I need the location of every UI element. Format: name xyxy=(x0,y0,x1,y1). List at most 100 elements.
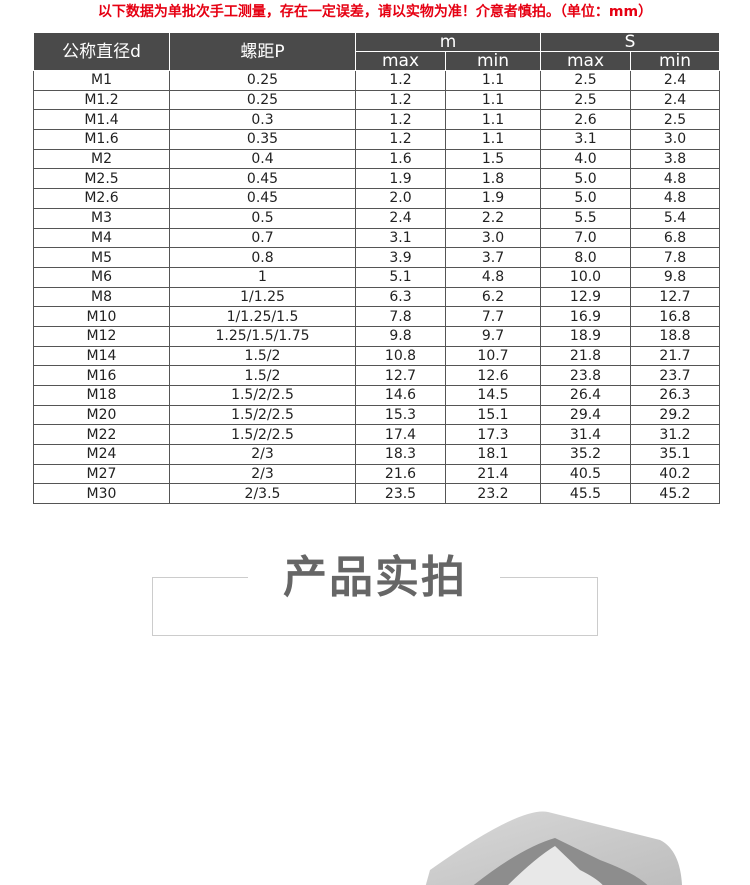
cell-m-max: 14.6 xyxy=(355,385,446,406)
cell-m-max: 1.9 xyxy=(355,168,446,190)
cell-s-min: 3.8 xyxy=(629,148,721,170)
cell-nominal-diameter: M12 xyxy=(33,325,170,347)
table-row: M2 0.4 1.6 1.5 4.0 3.8 xyxy=(33,148,721,170)
table-row: M4 0.7 3.1 3.0 7.0 6.8 xyxy=(33,227,721,249)
cell-m-max: 18.3 xyxy=(355,444,446,465)
cell-pitch: 1.5/2/2.5 xyxy=(169,424,356,446)
cell-m-max: 2.0 xyxy=(355,188,446,209)
cell-m-max: 7.8 xyxy=(355,306,446,327)
cell-m-max: 1.2 xyxy=(355,129,446,150)
cell-s-max: 40.5 xyxy=(540,463,631,485)
cell-nominal-diameter: M22 xyxy=(33,424,170,446)
cell-s-min: 31.2 xyxy=(629,424,721,446)
cell-m-max: 1.2 xyxy=(355,70,446,91)
table-row: M20 1.5/2/2.5 15.3 15.1 29.4 29.2 xyxy=(33,404,721,426)
cell-m-min: 21.4 xyxy=(445,463,541,485)
cell-nominal-diameter: M1.4 xyxy=(33,109,170,131)
cell-pitch: 1.5/2 xyxy=(169,365,356,386)
cell-pitch: 0.45 xyxy=(169,168,356,190)
cell-m-min: 1.8 xyxy=(445,168,541,190)
cell-s-min: 45.2 xyxy=(629,483,721,505)
table-row: M3 0.5 2.4 2.2 5.5 5.4 xyxy=(33,207,721,229)
cell-m-max: 10.8 xyxy=(355,345,446,367)
cell-s-min: 5.4 xyxy=(629,207,721,229)
cell-s-min: 18.8 xyxy=(629,325,721,347)
cell-s-max: 3.1 xyxy=(540,129,631,150)
cell-nominal-diameter: M1.2 xyxy=(33,89,170,111)
header-m-min: min xyxy=(445,51,541,71)
table-row: M8 1/1.25 6.3 6.2 12.9 12.7 xyxy=(33,286,721,308)
cell-pitch: 0.25 xyxy=(169,89,356,111)
cell-s-min: 26.3 xyxy=(629,385,721,406)
cell-s-max: 31.4 xyxy=(540,424,631,446)
table-row: M12 1.25/1.5/1.75 9.8 9.7 18.9 18.8 xyxy=(33,325,721,347)
cell-m-max: 1.2 xyxy=(355,109,446,131)
cell-m-min: 12.6 xyxy=(445,365,541,386)
cell-nominal-diameter: M6 xyxy=(33,266,170,288)
cell-nominal-diameter: M4 xyxy=(33,227,170,249)
cell-s-min: 29.2 xyxy=(629,404,721,426)
cell-nominal-diameter: M8 xyxy=(33,286,170,308)
cell-m-max: 21.6 xyxy=(355,463,446,485)
cell-s-max: 10.0 xyxy=(540,266,631,288)
cell-s-max: 8.0 xyxy=(540,247,631,268)
cell-nominal-diameter: M20 xyxy=(33,404,170,426)
cell-m-max: 3.1 xyxy=(355,227,446,249)
cell-nominal-diameter: M27 xyxy=(33,463,170,485)
cell-m-max: 23.5 xyxy=(355,483,446,505)
divider-left xyxy=(152,577,248,578)
cell-m-max: 9.8 xyxy=(355,325,446,347)
cell-m-min: 15.1 xyxy=(445,404,541,426)
cell-m-max: 6.3 xyxy=(355,286,446,308)
cell-s-min: 3.0 xyxy=(629,129,721,150)
cell-s-min: 2.4 xyxy=(629,89,721,111)
header-m-max: max xyxy=(355,51,446,71)
cell-pitch: 1 xyxy=(169,266,356,288)
cell-m-min: 6.2 xyxy=(445,286,541,308)
cell-s-max: 2.5 xyxy=(540,89,631,111)
cell-s-max: 26.4 xyxy=(540,385,631,406)
cell-m-min: 3.7 xyxy=(445,247,541,268)
cell-m-min: 2.2 xyxy=(445,207,541,229)
cell-pitch: 1.5/2/2.5 xyxy=(169,404,356,426)
table-row: M1 0.25 1.2 1.1 2.5 2.4 xyxy=(33,70,721,91)
table-row: M22 1.5/2/2.5 17.4 17.3 31.4 31.2 xyxy=(33,424,721,446)
cell-nominal-diameter: M2 xyxy=(33,148,170,170)
divider-right xyxy=(500,577,597,578)
cell-pitch: 2/3 xyxy=(169,444,356,465)
cell-s-max: 16.9 xyxy=(540,306,631,327)
cell-nominal-diameter: M14 xyxy=(33,345,170,367)
cell-m-min: 9.7 xyxy=(445,325,541,347)
cell-pitch: 0.8 xyxy=(169,247,356,268)
cell-pitch: 0.35 xyxy=(169,129,356,150)
cell-m-min: 3.0 xyxy=(445,227,541,249)
cell-pitch: 0.4 xyxy=(169,148,356,170)
table-row: M30 2/3.5 23.5 23.2 45.5 45.2 xyxy=(33,483,721,505)
cell-m-min: 14.5 xyxy=(445,385,541,406)
cell-m-min: 17.3 xyxy=(445,424,541,446)
cell-s-min: 21.7 xyxy=(629,345,721,367)
cell-m-min: 23.2 xyxy=(445,483,541,505)
table-row: M2.6 0.45 2.0 1.9 5.0 4.8 xyxy=(33,188,721,209)
cell-pitch: 1.5/2 xyxy=(169,345,356,367)
cell-s-min: 9.8 xyxy=(629,266,721,288)
cell-m-min: 1.5 xyxy=(445,148,541,170)
cell-m-min: 1.1 xyxy=(445,129,541,150)
cell-s-max: 21.8 xyxy=(540,345,631,367)
table-row: M6 1 5.1 4.8 10.0 9.8 xyxy=(33,266,721,288)
cell-nominal-diameter: M10 xyxy=(33,306,170,327)
table-row: M1.4 0.3 1.2 1.1 2.6 2.5 xyxy=(33,109,721,131)
cell-m-min: 1.1 xyxy=(445,70,541,91)
cell-s-max: 12.9 xyxy=(540,286,631,308)
measurement-notice: 以下数据为单批次手工测量，存在一定误差，请以实物为准！介意者慎拍。（单位：mm） xyxy=(97,4,653,20)
cell-nominal-diameter: M30 xyxy=(33,483,170,505)
cell-s-min: 16.8 xyxy=(629,306,721,327)
cell-pitch: 2/3.5 xyxy=(169,483,356,505)
cell-nominal-diameter: M1.6 xyxy=(33,129,170,150)
cell-m-min: 7.7 xyxy=(445,306,541,327)
table-row: M2.5 0.45 1.9 1.8 5.0 4.8 xyxy=(33,168,721,190)
cell-s-min: 2.5 xyxy=(629,109,721,131)
cell-m-min: 1.1 xyxy=(445,89,541,111)
header-m: m xyxy=(355,32,541,52)
table-row: M1.2 0.25 1.2 1.1 2.5 2.4 xyxy=(33,89,721,111)
